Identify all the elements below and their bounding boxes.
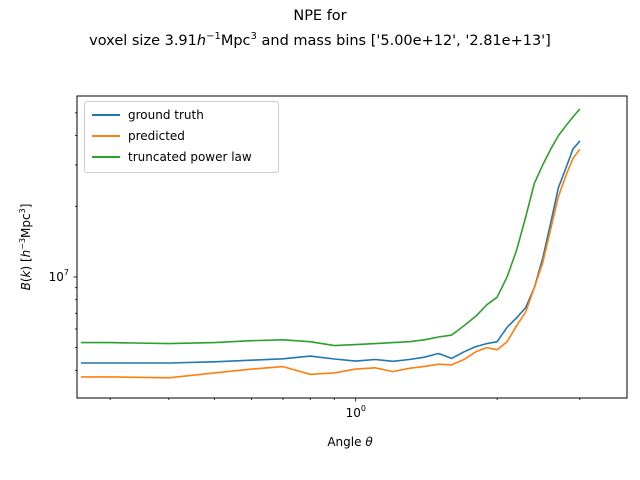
chart-title-line1: NPE for [293, 8, 347, 24]
legend-item-predicted: predicted [92, 127, 185, 145]
series-line-ground-truth [81, 140, 581, 364]
series-line-predicted [81, 148, 581, 379]
legend: ground truth predicted truncated power l… [84, 101, 279, 173]
legend-swatch-predicted [92, 135, 120, 137]
legend-swatch-truncated-power-law [92, 156, 120, 158]
series-line-truncated-power-law [81, 108, 581, 347]
legend-label-truncated-power-law: truncated power law [128, 150, 252, 164]
legend-item-ground-truth: ground truth [92, 106, 204, 124]
legend-swatch-ground-truth [92, 114, 120, 116]
legend-item-truncated-power-law: truncated power law [92, 148, 252, 166]
plot-layer [81, 108, 581, 379]
legend-label-predicted: predicted [128, 129, 185, 143]
axes-frame [76, 95, 628, 399]
x-axis-label: Angle θ [327, 435, 373, 449]
legend-label-ground-truth: ground truth [128, 108, 204, 122]
tick-layer: 100 107 [49, 112, 581, 420]
y-axis-label: B(k) [h−3Mpc3] [18, 204, 33, 291]
x-tick-label: 100 [346, 404, 366, 420]
chart-title-line2: voxel size 3.91h−1Mpc3 and mass bins ['5… [89, 31, 551, 49]
y-tick-label: 107 [49, 268, 69, 284]
